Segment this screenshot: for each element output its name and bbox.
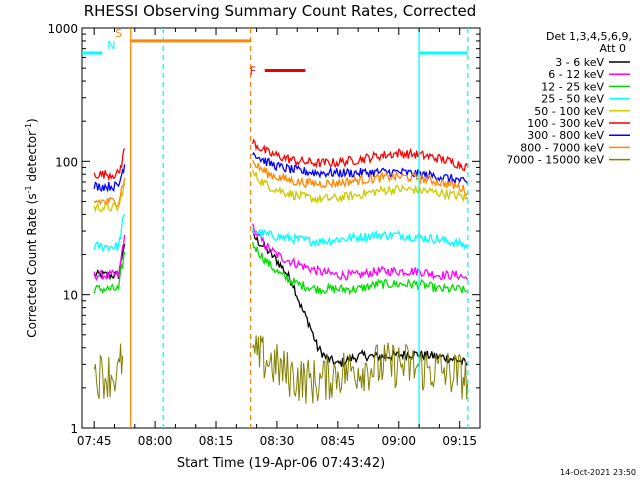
legend-label-1: 6 - 12 keV xyxy=(548,68,604,81)
series-line-6-seg-1 xyxy=(252,151,469,187)
series-line-1-seg-0 xyxy=(93,234,126,282)
series-line-0-seg-1 xyxy=(252,230,469,368)
series-line-2-seg-0 xyxy=(93,251,126,295)
x-tick-label-4: 08:45 xyxy=(321,434,356,448)
y-axis-label-main: Corrected Count Rate (s xyxy=(25,193,39,337)
chart-title: RHESSI Observing Summary Count Rates, Co… xyxy=(84,2,477,20)
series-line-7-seg-0 xyxy=(93,177,126,207)
y-tick-label-0: 1 xyxy=(70,422,78,436)
legend-label-4: 50 - 100 keV xyxy=(534,105,604,118)
legend-label-3: 25 - 50 keV xyxy=(541,93,604,106)
y-tick-label-3: 1000 xyxy=(47,22,78,36)
x-tick-label-1: 08:00 xyxy=(138,434,173,448)
x-tick-label-2: 08:15 xyxy=(199,434,234,448)
y-axis-label-mid: detector xyxy=(25,131,39,186)
y-tick-label-2: 100 xyxy=(55,155,78,169)
legend-label-8: 7000 - 15000 keV xyxy=(506,154,604,167)
series-line-5-seg-0 xyxy=(93,148,126,182)
legend-label-0: 3 - 6 keV xyxy=(555,56,604,69)
series-line-8-seg-0 xyxy=(93,343,124,400)
series-line-7-seg-1 xyxy=(252,159,469,196)
legend-label-2: 12 - 25 keV xyxy=(541,80,604,93)
legend-label-6: 300 - 800 keV xyxy=(527,129,604,142)
y-axis-ticks: 1 10 100 1000 xyxy=(47,22,480,436)
series-line-6-seg-0 xyxy=(93,164,126,193)
x-tick-label-0: 07:45 xyxy=(77,434,112,448)
legend-label-7: 800 - 7000 keV xyxy=(520,141,604,154)
series-line-8-seg-1 xyxy=(252,335,469,404)
series-line-3-seg-0 xyxy=(93,214,126,253)
series-line-2-seg-1 xyxy=(251,241,468,296)
x-axis-label: Start Time (19-Apr-06 07:43:42) xyxy=(177,456,385,471)
x-tick-label-3: 08:30 xyxy=(260,434,295,448)
vertical-lines-layer xyxy=(130,28,469,428)
marker-label-1: N xyxy=(107,39,115,52)
legend-header-line2: Att 0 xyxy=(600,42,626,55)
series-line-5-seg-1 xyxy=(251,138,469,172)
footer-timestamp: 14-Oct-2021 23:50 xyxy=(560,468,636,477)
y-axis-label-sup2: -1 xyxy=(24,123,33,131)
y-tick-label-1: 10 xyxy=(63,289,78,303)
series-line-3-seg-1 xyxy=(251,228,469,251)
y-axis-label-sup1: -1 xyxy=(24,185,33,193)
y-axis-label: Corrected Count Rate (s-1 detector-1) xyxy=(24,118,39,337)
x-tick-label-6: 09:15 xyxy=(442,434,477,448)
legend-label-5: 100 - 300 keV xyxy=(527,117,604,130)
plot-frame xyxy=(81,27,481,429)
legend-header-line1: Det 1,3,4,5,6,9, xyxy=(546,30,632,43)
x-axis-ticks: 07:45 08:00 08:15 08:30 08:45 09:00 09:15 xyxy=(77,28,481,448)
marker-label-0: S xyxy=(115,27,122,40)
marker-label-3: F xyxy=(250,65,256,78)
series-line-4-seg-1 xyxy=(251,169,469,204)
x-tick-label-5: 09:00 xyxy=(381,434,416,448)
marker-layer: SN F xyxy=(82,27,468,78)
series-layer xyxy=(93,138,469,404)
series-line-1-seg-1 xyxy=(251,223,469,281)
y-axis-label-end: ) xyxy=(25,118,39,123)
